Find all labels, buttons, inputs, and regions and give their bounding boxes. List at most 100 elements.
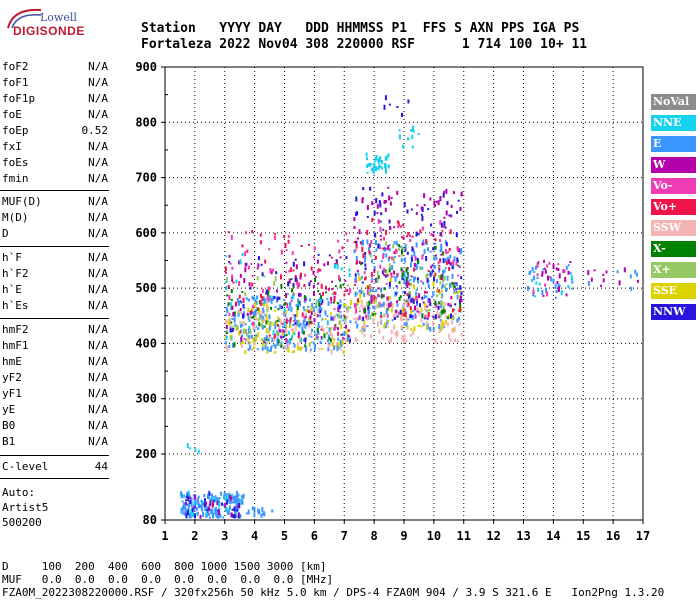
echo-point bbox=[231, 328, 234, 332]
y-tick-label: 400 bbox=[135, 336, 157, 350]
echo-point bbox=[460, 296, 462, 302]
echo-point bbox=[313, 246, 316, 251]
echo-point bbox=[378, 301, 381, 306]
echo-point bbox=[264, 259, 267, 264]
echo-point bbox=[405, 317, 408, 323]
echo-point bbox=[260, 323, 263, 328]
echo-point bbox=[268, 349, 271, 352]
echo-point bbox=[199, 514, 202, 519]
legend-item-voplus: Vo+ bbox=[651, 199, 696, 215]
param-value: N/A bbox=[88, 267, 108, 280]
echo-point bbox=[275, 271, 278, 275]
echo-point bbox=[283, 303, 286, 306]
echo-point bbox=[433, 200, 436, 206]
echo-point bbox=[212, 512, 214, 518]
echo-point bbox=[259, 314, 262, 320]
echo-point bbox=[356, 323, 359, 329]
echo-point bbox=[331, 337, 334, 341]
echo-point bbox=[184, 506, 187, 511]
echo-point bbox=[454, 282, 457, 285]
echo-point bbox=[410, 328, 413, 332]
echo-point bbox=[405, 267, 408, 273]
echo-point bbox=[382, 254, 385, 259]
echo-point bbox=[288, 278, 291, 284]
echo-point bbox=[364, 251, 367, 255]
echo-point bbox=[328, 327, 331, 333]
echo-point bbox=[401, 254, 404, 257]
echo-point bbox=[433, 204, 436, 208]
echo-point bbox=[532, 289, 535, 295]
echo-point bbox=[247, 314, 250, 320]
echo-point bbox=[270, 306, 272, 310]
echo-point bbox=[307, 310, 310, 314]
x-tick-label: 11 bbox=[457, 529, 471, 543]
echo-point bbox=[439, 196, 442, 199]
echo-point bbox=[256, 327, 259, 331]
y-tick-label: 300 bbox=[135, 392, 157, 406]
echo-point bbox=[237, 505, 239, 509]
echo-point bbox=[357, 317, 360, 321]
echo-point bbox=[340, 341, 343, 347]
echo-point bbox=[297, 319, 300, 323]
echo-point bbox=[375, 277, 378, 283]
echo-point bbox=[313, 290, 315, 296]
echo-point bbox=[312, 306, 315, 309]
echo-point bbox=[413, 262, 416, 267]
echo-point bbox=[229, 302, 232, 306]
echo-point bbox=[593, 269, 596, 272]
echo-point bbox=[239, 331, 242, 334]
echo-point bbox=[403, 247, 406, 250]
echo-point bbox=[223, 496, 226, 500]
echo-point bbox=[297, 301, 300, 305]
echo-point bbox=[303, 261, 306, 267]
echo-point bbox=[386, 296, 389, 301]
echo-point bbox=[266, 350, 269, 354]
echo-point bbox=[405, 302, 408, 305]
echo-point bbox=[541, 290, 544, 295]
echo-point bbox=[324, 291, 327, 294]
echo-point bbox=[405, 299, 408, 302]
echo-point bbox=[268, 335, 271, 339]
echo-point bbox=[350, 300, 353, 306]
echo-point bbox=[415, 211, 418, 215]
echo-point bbox=[556, 281, 559, 284]
echo-point bbox=[230, 289, 233, 293]
echo-point bbox=[314, 278, 316, 282]
echo-point bbox=[401, 112, 403, 117]
param-value: N/A bbox=[88, 387, 108, 400]
echo-point bbox=[439, 219, 442, 225]
x-tick-label: 16 bbox=[606, 529, 620, 543]
echo-point bbox=[325, 285, 327, 290]
echo-point bbox=[262, 316, 265, 320]
echo-point bbox=[587, 280, 590, 286]
echo-point bbox=[243, 278, 246, 283]
echo-point bbox=[443, 225, 446, 228]
echo-point bbox=[327, 287, 330, 290]
echo-point bbox=[339, 310, 342, 313]
echo-point bbox=[542, 294, 545, 297]
echo-point bbox=[388, 244, 391, 247]
echo-point bbox=[317, 253, 320, 256]
echo-point bbox=[253, 341, 256, 346]
echo-point bbox=[267, 292, 270, 297]
echo-point bbox=[434, 254, 437, 257]
echo-point bbox=[247, 509, 250, 515]
echo-point bbox=[265, 320, 268, 325]
echo-point bbox=[235, 301, 238, 305]
echo-point bbox=[403, 308, 406, 312]
echo-point bbox=[427, 284, 430, 289]
echo-point bbox=[407, 232, 410, 236]
echo-point bbox=[426, 317, 429, 320]
echo-point bbox=[457, 295, 460, 298]
echo-point bbox=[409, 306, 412, 310]
echo-point bbox=[267, 288, 270, 294]
param-name: MUF(D) bbox=[2, 195, 42, 208]
echo-point bbox=[313, 318, 316, 323]
echo-point bbox=[280, 341, 283, 345]
echo-point bbox=[225, 507, 228, 513]
echo-point bbox=[318, 293, 321, 295]
echo-point bbox=[455, 288, 458, 291]
echo-point bbox=[544, 269, 547, 274]
echo-point bbox=[294, 258, 297, 261]
echo-point bbox=[531, 278, 533, 282]
